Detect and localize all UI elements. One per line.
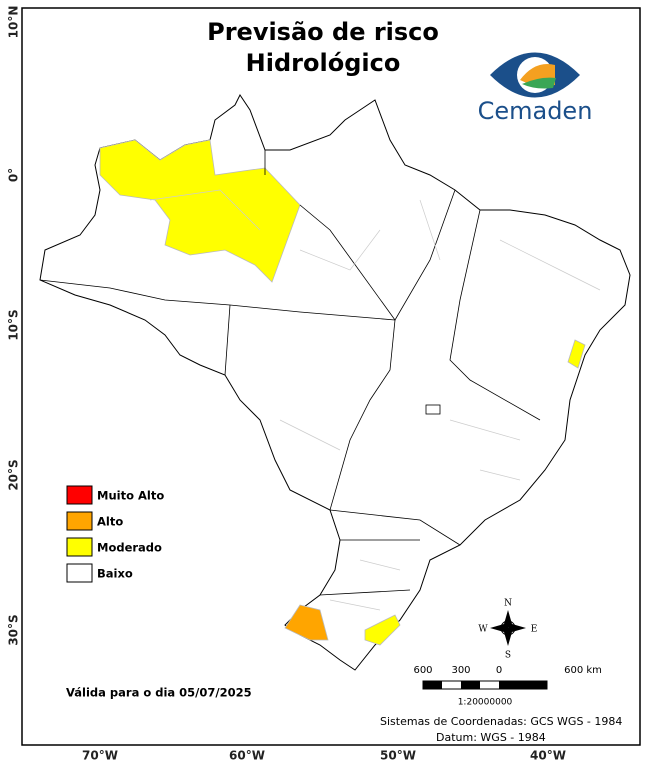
scale-label: 300 xyxy=(451,665,470,676)
scale-label: 600 km xyxy=(564,665,602,676)
lon-label: 60°W xyxy=(229,749,265,763)
moderate-region xyxy=(567,339,586,369)
lat-label: 30°S xyxy=(7,614,21,645)
legend-label: Alto xyxy=(97,515,123,529)
logo-text: Cemaden xyxy=(478,97,593,125)
high-region xyxy=(284,604,329,641)
logo: Cemaden xyxy=(478,52,593,125)
scale-bar: 600 300 0 600 km 1:20000000 xyxy=(413,665,601,708)
title-line: Hidrológico xyxy=(246,49,401,77)
legend-label: Muito Alto xyxy=(97,489,164,503)
compass-n: N xyxy=(504,599,512,609)
legend-swatch xyxy=(66,511,93,531)
legend-label: Moderado xyxy=(97,541,162,555)
compass-s: S xyxy=(505,651,511,661)
datum: Datum: WGS - 1984 xyxy=(436,731,546,744)
lat-label: 10°S xyxy=(7,309,21,340)
legend: Muito Alto Alto Moderado Baixo xyxy=(66,485,164,583)
legend-swatch xyxy=(66,563,93,583)
scale-label: 0 xyxy=(496,665,502,676)
region-lines xyxy=(149,189,601,611)
lon-label: 40°W xyxy=(530,749,566,763)
lon-label: 50°W xyxy=(380,749,416,763)
scale-ratio: 1:20000000 xyxy=(458,698,513,708)
compass-w: W xyxy=(478,625,488,635)
lat-label: 0° xyxy=(7,168,21,182)
legend-swatch xyxy=(66,537,93,557)
title-line: Previsão de risco xyxy=(207,18,439,46)
moderate-region xyxy=(364,614,401,646)
state-borders xyxy=(39,150,541,596)
coords: Sistemas de Coordenadas: GCS WGS - 1984 xyxy=(380,715,622,728)
compass-e: E xyxy=(531,625,538,635)
compass: N S E W xyxy=(478,599,537,661)
validity: Válida para o dia 05/07/2025 xyxy=(66,686,252,700)
lat-label: 10°N xyxy=(7,6,21,39)
legend-label: Baixo xyxy=(97,567,133,581)
lat-label: 20°S xyxy=(7,459,21,490)
lon-label: 70°W xyxy=(82,749,118,763)
moderate-region xyxy=(99,139,301,283)
scale-label: 600 xyxy=(413,665,432,676)
legend-swatch xyxy=(66,485,93,505)
